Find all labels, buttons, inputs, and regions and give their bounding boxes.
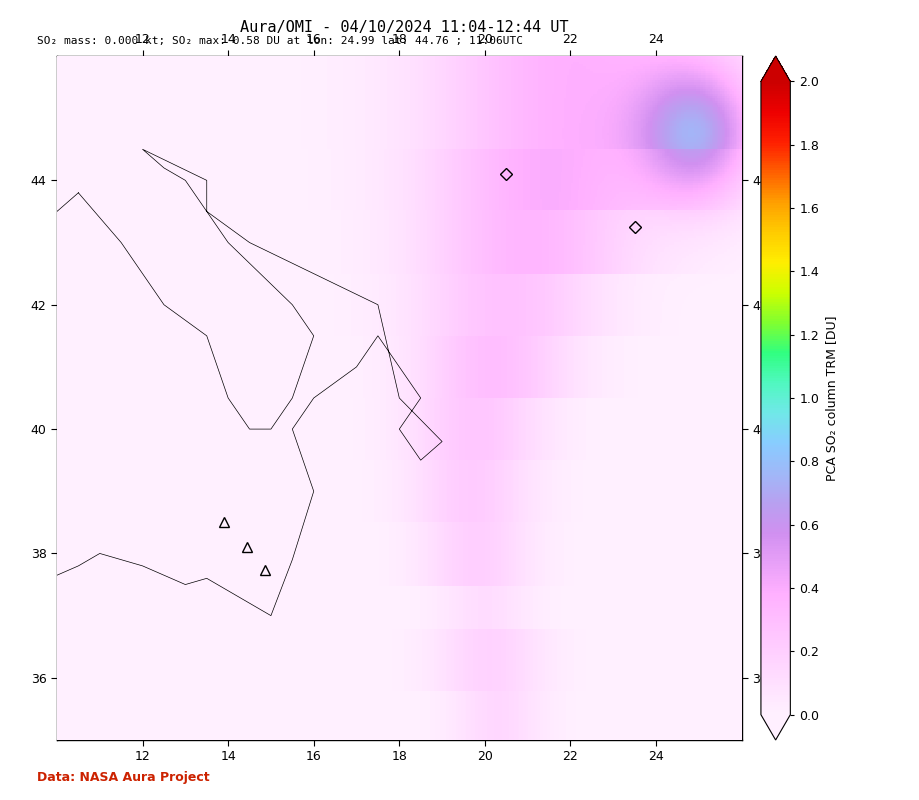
Text: Data: NASA Aura Project: Data: NASA Aura Project (37, 771, 210, 784)
PathPatch shape (761, 714, 790, 740)
PathPatch shape (761, 56, 790, 82)
Text: Aura/OMI - 04/10/2024 11:04-12:44 UT: Aura/OMI - 04/10/2024 11:04-12:44 UT (240, 20, 569, 35)
Text: SO₂ mass: 0.000 kt; SO₂ max: 0.58 DU at lon: 24.99 lat: 44.76 ; 11:06UTC: SO₂ mass: 0.000 kt; SO₂ max: 0.58 DU at … (37, 36, 523, 46)
Y-axis label: PCA SO₂ column TRM [DU]: PCA SO₂ column TRM [DU] (825, 315, 838, 481)
